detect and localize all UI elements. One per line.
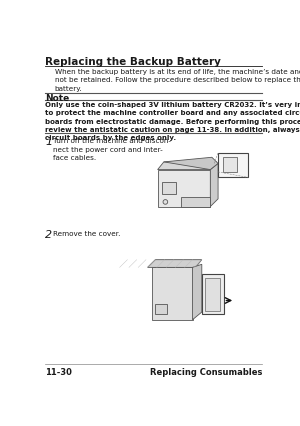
- Polygon shape: [152, 268, 193, 320]
- Polygon shape: [181, 198, 210, 207]
- Text: Replacing Consumables: Replacing Consumables: [150, 367, 262, 376]
- FancyBboxPatch shape: [218, 153, 248, 178]
- Polygon shape: [148, 260, 202, 268]
- Polygon shape: [202, 274, 224, 314]
- Polygon shape: [164, 158, 218, 170]
- Text: 11-30: 11-30: [45, 367, 72, 376]
- Bar: [223, 157, 237, 173]
- Text: Remove the cover.: Remove the cover.: [53, 230, 120, 236]
- Text: Only use the coin-shaped 3V lithium battery CR2032. It’s very important
to prote: Only use the coin-shaped 3V lithium batt…: [45, 102, 300, 141]
- Bar: [162, 182, 176, 195]
- Text: Replacing the Backup Battery: Replacing the Backup Battery: [45, 57, 221, 67]
- Bar: [155, 305, 167, 314]
- Text: 2: 2: [45, 229, 52, 239]
- Text: 1: 1: [45, 137, 52, 147]
- Polygon shape: [158, 162, 217, 170]
- Polygon shape: [193, 265, 202, 320]
- Polygon shape: [158, 170, 210, 207]
- Polygon shape: [210, 164, 218, 207]
- Text: Turn off the machine and discon-
nect the power cord and inter-
face cables.: Turn off the machine and discon- nect th…: [53, 138, 171, 161]
- Circle shape: [163, 200, 168, 205]
- Text: When the backup battery is at its end of life, the machine’s date and time can-
: When the backup battery is at its end of…: [55, 69, 300, 92]
- Polygon shape: [205, 279, 220, 311]
- Text: Note: Note: [45, 94, 70, 103]
